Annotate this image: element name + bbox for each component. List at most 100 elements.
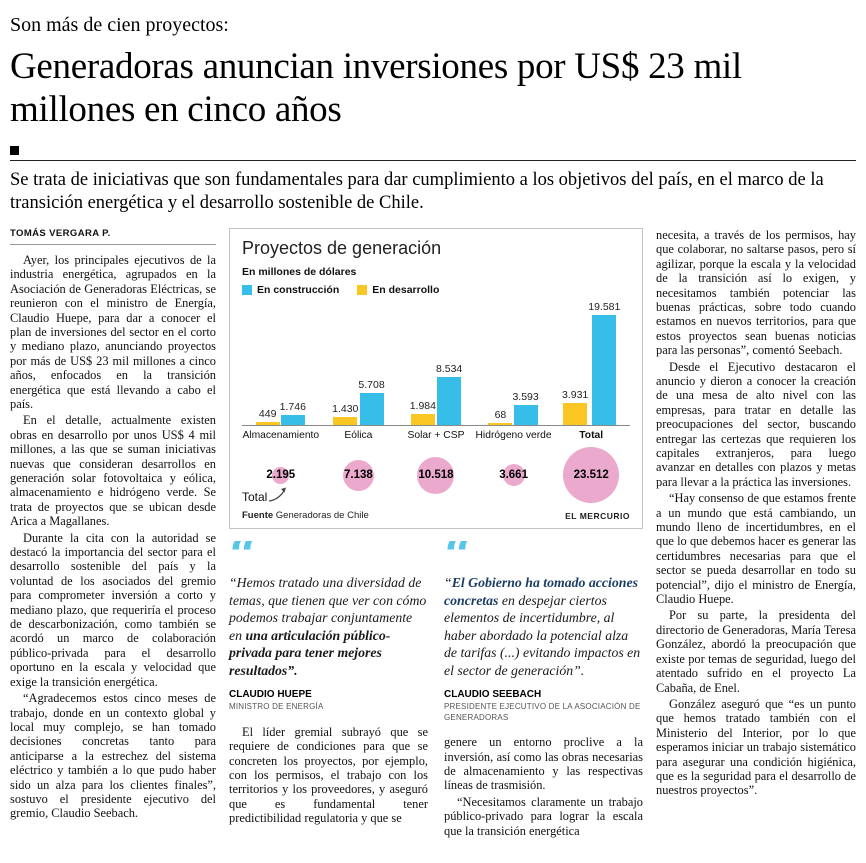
total-circle (272, 466, 290, 484)
total-circle (563, 447, 620, 504)
bar-en-construcci-n (359, 392, 384, 425)
category-label: Total (579, 429, 604, 441)
bar-column-en-desarrollo: 68 (488, 408, 513, 425)
bar-column-en-desarrollo: 3.931 (562, 389, 588, 425)
bar-value-label: 1.984 (409, 399, 436, 412)
chart-group: 449 1.746 (242, 401, 320, 425)
middle-lower-grid: “ “Hemos tratado una diversidad de temas,… (229, 541, 643, 840)
category-label: Eólica (344, 429, 373, 441)
total-circle-cell: 10.518 (397, 446, 475, 504)
chart-source: Fuente Generadoras de Chile (242, 510, 369, 521)
bar-column-en-desarrollo: 1.430 (332, 403, 358, 425)
paragraph: “Agradecemos estos cinco meses de trabaj… (10, 691, 216, 821)
legend-item: En construcción (242, 284, 339, 296)
bar-value-label: 449 (258, 407, 277, 420)
quote-segment-bold: ”. (287, 662, 298, 678)
quote-author-role: MINISTRO DE ENERGÍA (229, 702, 324, 712)
middle-column: Proyectos de generación En millones de d… (229, 227, 643, 840)
right-column-text: necesita, a través de los permisos, hay … (656, 228, 856, 798)
paragraph: El líder gremial subrayó que se requiere… (229, 724, 428, 826)
bar-en-construcci-n (592, 314, 617, 425)
total-circle-cell: 2.195 (242, 446, 320, 504)
bar-value-label: 1.746 (279, 400, 306, 413)
bar-value-label: 1.430 (332, 402, 359, 415)
bar-value-label: 19.581 (588, 300, 621, 313)
right-column: necesita, a través de los permisos, hay … (656, 228, 856, 840)
legend-item: En desarrollo (357, 284, 439, 296)
total-arrow-icon (269, 487, 287, 503)
bar-en-desarrollo (563, 402, 588, 425)
bar-column-en-construcci-n: 19.581 (588, 301, 620, 425)
total-value-label: 10.518 (418, 469, 454, 482)
totals-row: Total 2.195 7.138 10.518 3.661 23.512 (242, 446, 630, 504)
bar-en-construcci-n (280, 414, 305, 425)
paragraph: necesita, a través de los permisos, hay … (656, 227, 856, 358)
chart-subtitle: En millones de dólares (242, 265, 357, 278)
bar-column-en-construcci-n: 8.534 (436, 363, 462, 425)
bar-en-desarrollo (410, 413, 435, 425)
bar-column-en-construcci-n: 1.746 (280, 401, 306, 425)
headline-marker (10, 145, 19, 155)
paragraph: genere un entorno proclive a la inversió… (444, 735, 643, 793)
total-circle (417, 456, 455, 494)
chart-plot: 449 1.746 1.430 5.708 1.984 8.534 68 3.593 3.931… (242, 298, 630, 426)
paragraph: “Hay consenso de que estamos frente a un… (656, 491, 856, 607)
middle-subcolumn-1: “ “Hemos tratado una diversidad de temas,… (229, 541, 428, 840)
bar-en-construcci-n (513, 404, 538, 425)
bar-column-en-construcci-n: 5.708 (358, 379, 385, 425)
paragraph: En el detalle, actualmente existen obras… (10, 413, 216, 529)
byline: TOMÁS VERGARA P. (10, 228, 216, 245)
headline: Generadoras anuncian inversiones por US$… (10, 46, 742, 131)
bar-en-desarrollo (255, 421, 280, 425)
chart-group: 68 3.593 (475, 391, 553, 425)
legend-swatch (357, 284, 368, 295)
chart-title: Proyectos de generación (242, 237, 442, 258)
quote-segment: “Hemos tratado una diversidad de temas, … (229, 575, 427, 643)
paragraph: Durante la cita con la autoridad se dest… (10, 530, 216, 689)
left-column: TOMÁS VERGARA P. Ayer, los principales e… (10, 228, 216, 840)
generation-projects-chart: Proyectos de generación En millones de d… (229, 227, 643, 530)
total-annotation-label: Total (242, 490, 268, 505)
content-grid: TOMÁS VERGARA P. Ayer, los principales e… (10, 227, 856, 840)
pull-quote-seebach: ““El Gobierno ha tomado acciones concret… (444, 541, 643, 723)
paragraph: Desde el Ejecutivo destacaron el anuncio… (656, 359, 856, 489)
quote-author: CLAUDIO HUEPE (229, 689, 312, 701)
quote-text: “Hemos tratado una diversidad de temas, … (229, 574, 428, 679)
bar-value-label: 8.534 (435, 362, 463, 375)
legend-label: En desarrollo (372, 283, 440, 296)
quote-author-role: PRESIDENTE EJECUTIVO DE LA ASOCIACIÓN DE… (444, 702, 641, 722)
bar-en-desarrollo (333, 416, 358, 425)
totals-circles: 2.195 7.138 10.518 3.661 23.512 (242, 446, 630, 504)
bar-value-label: 68 (494, 408, 507, 421)
deck-rule (10, 159, 856, 161)
chart-group: 1.430 5.708 (320, 379, 398, 425)
quote-segment: “ (444, 575, 452, 591)
quote-mark-icon: “ (444, 541, 643, 566)
total-value-label: 3.661 (499, 469, 528, 482)
legend-swatch (242, 284, 252, 295)
quote-text: “El Gobierno ha tomado acciones concreta… (444, 574, 643, 679)
total-circle-cell: 3.661 (475, 446, 553, 504)
left-column-text: Ayer, los principales ejecutivos de la i… (10, 253, 216, 821)
chart-category-labels: Almacenamiento Eólica Solar + CSP Hidrógeno… (242, 430, 630, 442)
kicker: Son más de cien proyectos: (10, 14, 229, 36)
middle-text-1: El líder gremial subrayó que se requiere… (229, 725, 428, 826)
quote-mark-icon: “ (229, 541, 428, 566)
paragraph: González aseguró que “es un punto que he… (656, 696, 856, 798)
total-circle-cell: 23.512 (552, 446, 630, 504)
bar-value-label: 3.931 (561, 388, 589, 401)
quote-segment-bold: una articulación público-privada para te… (229, 627, 391, 678)
total-circle (502, 464, 525, 487)
bar-column-en-construcci-n: 3.593 (512, 391, 539, 425)
bar-en-construcci-n (437, 376, 462, 425)
total-value-label: 23.512 (573, 469, 609, 482)
quote-author: CLAUDIO SEEBACH (444, 689, 542, 701)
total-annotation: Total (242, 486, 290, 504)
source-name: Generadoras de Chile (275, 510, 369, 522)
total-value-label: 7.138 (344, 469, 373, 482)
legend-label: En construcción (257, 283, 340, 296)
paragraph: “Necesitamos claramente un trabajo públi… (444, 794, 643, 838)
chart-source-row: Fuente Generadoras de Chile EL MERCURIO (242, 510, 630, 521)
total-circle-cell: 7.138 (320, 446, 398, 504)
